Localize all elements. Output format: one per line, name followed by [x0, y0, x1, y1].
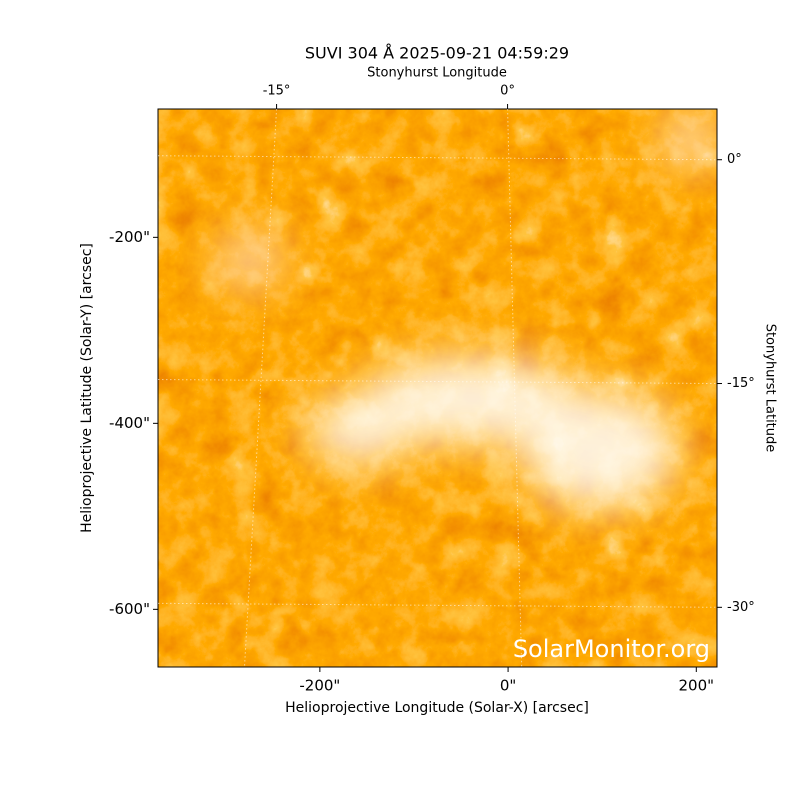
- y-tick-label: -600": [109, 600, 150, 618]
- plot-frame: [157, 108, 718, 668]
- grid-line: [157, 379, 718, 385]
- x-tick-label: -200": [299, 677, 340, 695]
- grid-line: [507, 108, 523, 668]
- y2-tick-label: -30°: [727, 600, 755, 615]
- chart-title: SUVI 304 Å 2025-09-21 04:59:29: [305, 44, 569, 63]
- y2-axis-label: Stonyhurst Latitude: [763, 324, 778, 453]
- x2-tick-label: -15°: [263, 84, 291, 99]
- y2-tick-label: -15°: [727, 376, 755, 391]
- x2-tick-label: 0°: [500, 84, 515, 99]
- grid-line: [243, 108, 278, 668]
- grid-line: [157, 155, 718, 161]
- y2-tick-label: 0°: [727, 152, 742, 167]
- watermark: SolarMonitor.org: [513, 635, 710, 663]
- x2-axis-label: Stonyhurst Longitude: [367, 66, 507, 81]
- x-tick-label: 0": [500, 677, 516, 695]
- solar-image: [158, 109, 717, 667]
- y-tick-label: -200": [109, 228, 150, 246]
- x-tick-label: 200": [679, 677, 715, 695]
- x-axis-label: Helioprojective Longitude (Solar-X) [arc…: [285, 700, 589, 716]
- y-tick-label: -400": [109, 414, 150, 432]
- y-axis-label: Helioprojective Latitude (Solar-Y) [arcs…: [79, 243, 95, 533]
- grid-line: [157, 602, 718, 608]
